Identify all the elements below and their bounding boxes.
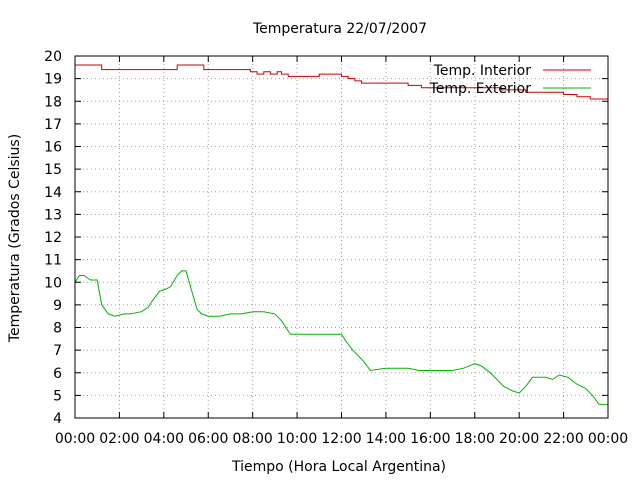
y-axis-label: Temperatura (Grados Celsius) <box>7 134 23 343</box>
x-tick-label: 00:00 <box>55 431 95 447</box>
x-tick-label: 18:00 <box>455 431 495 447</box>
series-line-temp-exterior <box>74 270 608 405</box>
legend-label: Temp. Exterior <box>429 81 532 97</box>
legend: Temp. Interior Temp. Exterior <box>429 63 591 97</box>
x-tick-label: 00:00 <box>588 431 628 447</box>
y-tick-labels: 4 5 6 7 8 9 10 11 12 13 14 15 16 17 18 19 20 <box>44 49 62 427</box>
y-tick-label: 18 <box>44 94 62 110</box>
y-tick-label: 15 <box>44 162 62 178</box>
y-tick-label: 8 <box>53 321 62 337</box>
y-tick-label: 6 <box>53 366 62 382</box>
y-tick-label: 13 <box>44 207 62 223</box>
y-tick-label: 4 <box>53 411 62 427</box>
axis-ticks <box>74 55 609 419</box>
y-tick-label: 5 <box>53 388 62 404</box>
x-axis-label: Tiempo (Hora Local Argentina) <box>231 459 446 475</box>
y-tick-label: 17 <box>44 117 62 133</box>
y-tick-label: 20 <box>44 49 62 65</box>
series-line-temp-interior <box>75 64 609 104</box>
x-tick-label: 08:00 <box>232 431 272 447</box>
y-tick-label: 7 <box>53 343 62 359</box>
legend-label: Temp. Interior <box>433 63 532 79</box>
series-lines <box>74 64 609 405</box>
x-tick-label: 20:00 <box>499 431 539 447</box>
x-tick-label: 04:00 <box>144 431 184 447</box>
y-tick-label: 10 <box>44 275 62 291</box>
grid <box>75 56 608 418</box>
x-tick-label: 16:00 <box>410 431 450 447</box>
y-tick-label: 11 <box>44 253 62 269</box>
x-tick-label: 22:00 <box>543 431 583 447</box>
y-tick-label: 12 <box>44 230 62 246</box>
x-tick-label: 02:00 <box>99 431 139 447</box>
x-tick-label: 10:00 <box>277 431 317 447</box>
x-tick-label: 14:00 <box>366 431 406 447</box>
chart-title: Temperatura 22/07/2007 <box>252 21 427 37</box>
x-tick-label: 06:00 <box>188 431 228 447</box>
x-tick-label: 12:00 <box>321 431 361 447</box>
y-tick-label: 9 <box>53 298 62 314</box>
y-tick-label: 16 <box>44 140 62 156</box>
y-tick-label: 19 <box>44 72 62 88</box>
x-tick-labels: 00:00 02:00 04:00 06:00 08:00 10:00 12:00 14:00… <box>55 431 628 447</box>
y-tick-label: 14 <box>44 185 62 201</box>
